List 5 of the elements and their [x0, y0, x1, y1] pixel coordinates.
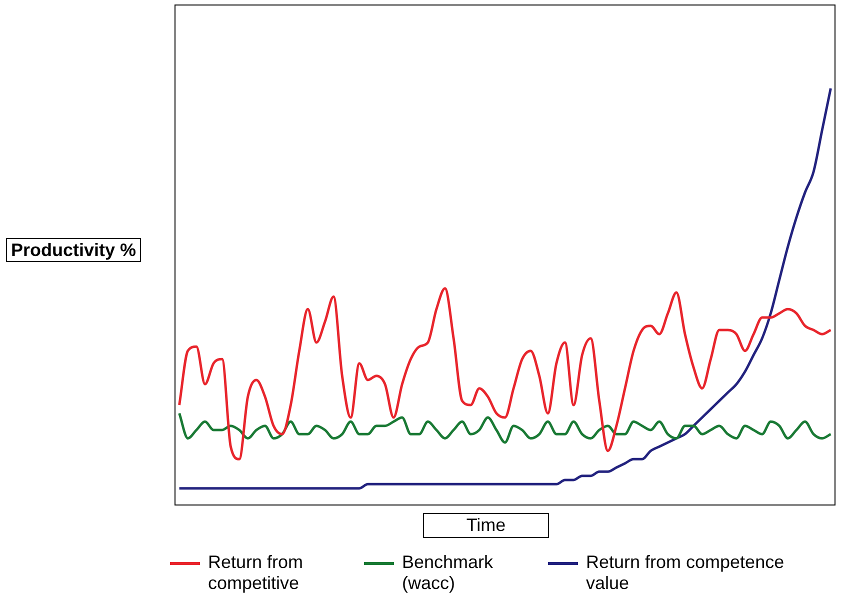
legend-label: Benchmark (wacc) — [402, 552, 494, 594]
legend-label: Return from competence value — [586, 552, 786, 594]
x-axis-title: Time — [423, 513, 549, 538]
y-axis-title: Productivity % — [6, 238, 142, 262]
legend-label: Return from competitive — [208, 552, 304, 594]
